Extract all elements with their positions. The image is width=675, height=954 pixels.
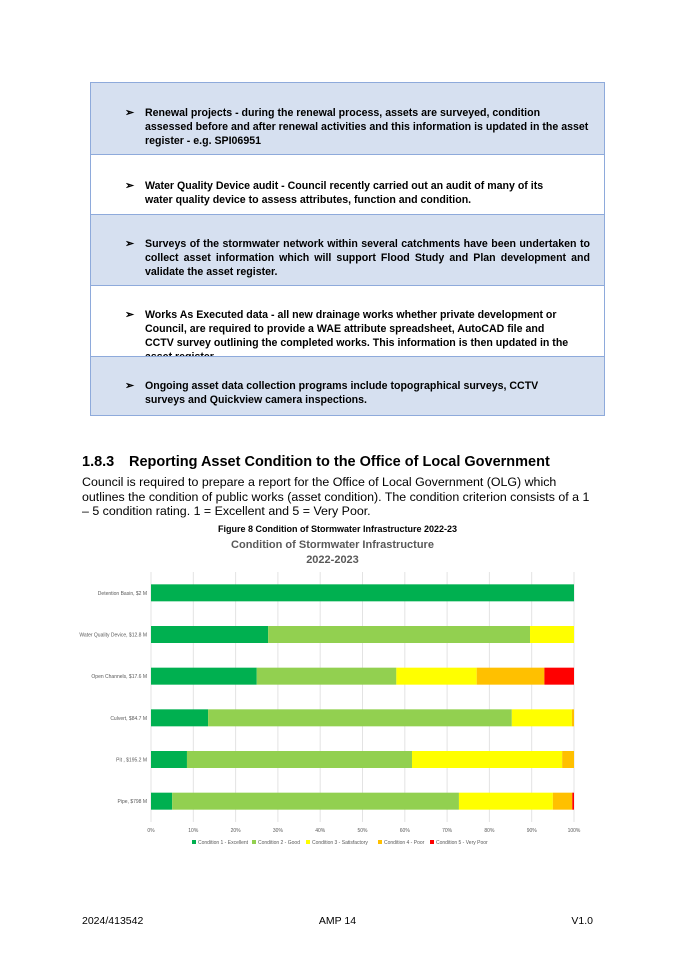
category-label: Open Channels, $17.6 M	[91, 674, 147, 680]
x-tick-label: 30%	[273, 828, 284, 834]
category-label: Water Quality Device, $12.8 M	[79, 633, 147, 639]
row-text: Renewal projects - during the renewal pr…	[145, 107, 589, 147]
bar-segment	[530, 626, 574, 643]
legend-swatch	[252, 840, 256, 844]
x-tick-label: 90%	[527, 828, 538, 834]
x-tick-label: 100%	[568, 828, 581, 834]
bar-segment	[151, 584, 574, 602]
x-tick-label: 60%	[400, 828, 411, 834]
arrow-bullet-icon: ➢	[125, 238, 135, 250]
legend-swatch	[378, 840, 382, 844]
bar-segment	[552, 792, 573, 810]
bar-segment	[268, 626, 531, 643]
row-text: Surveys of the stormwater network within…	[145, 238, 590, 278]
bar-segment	[562, 751, 574, 768]
bar-segment	[511, 709, 572, 727]
chart-subtitle: 2022-2023	[306, 554, 359, 566]
bar-segment	[544, 667, 574, 685]
arrow-bullet-icon: ➢	[125, 107, 135, 119]
section-heading: 1.8.3 Reporting Asset Condition to the Of…	[82, 454, 550, 470]
bar-segment	[396, 667, 477, 685]
bar-segment	[208, 709, 512, 727]
bar-segment	[151, 709, 209, 727]
arrow-bullet-icon: ➢	[125, 380, 135, 392]
bar-segment	[411, 751, 563, 768]
legend-swatch	[306, 840, 310, 844]
x-tick-label: 50%	[357, 828, 368, 834]
bar-segment	[151, 667, 257, 685]
table-row: ➢ Ongoing asset data collection programs…	[91, 356, 604, 415]
footer-doc-number: 2024/413542	[82, 915, 144, 927]
bar-segment	[572, 792, 574, 810]
bar-segment	[151, 751, 187, 768]
x-tick-label: 70%	[442, 828, 453, 834]
x-tick-label: 20%	[231, 828, 242, 834]
category-label: Culvert, $84.7 M	[110, 716, 147, 722]
legend-swatch	[192, 840, 196, 844]
legend-label: Condition 3 - Satisfactory	[312, 840, 368, 846]
row-text: Water Quality Device audit - Council rec…	[145, 180, 544, 206]
figure-caption: Figure 8 Condition of Stormwater Infrast…	[217, 524, 458, 534]
bar-segment	[172, 792, 459, 810]
category-label: Pipe, $798 M	[118, 799, 147, 805]
x-tick-label: 0%	[147, 828, 155, 834]
x-tick-label: 10%	[188, 828, 199, 834]
legend-label: Condition 2 - Good	[258, 840, 300, 846]
table-row: ➢ Surveys of the stormwater network with…	[91, 214, 604, 285]
x-tick-label: 80%	[484, 828, 495, 834]
chart-title: Condition of Stormwater Infrastructure	[231, 539, 434, 551]
arrow-bullet-icon: ➢	[125, 180, 135, 192]
condition-chart: 0% 10% 20% 30% 40% 50% 60% 70% 80% 90% 100% Detenti…	[79, 572, 581, 846]
table-row: ➢ Water Quality Device audit - Council r…	[91, 154, 604, 214]
legend-label: Condition 4 - Poor	[384, 840, 425, 846]
bar-segment	[256, 667, 397, 685]
category-label: Detention Basin, $2 M	[98, 591, 147, 597]
data-collection-table: ➢ Renewal projects - during the renewal …	[90, 82, 605, 416]
bar-segment	[571, 709, 574, 727]
table-row: ➢ Works As Executed data - all new drain…	[91, 285, 604, 363]
bar-segment	[151, 626, 269, 643]
bar-segment	[458, 792, 553, 810]
bar-segment	[476, 667, 545, 685]
bar-segment	[151, 792, 173, 810]
legend-label: Condition 5 - Very Poor	[436, 840, 488, 846]
footer-version: V1.0	[571, 915, 593, 927]
category-label: Pit , $195.2 M	[116, 758, 147, 764]
section-paragraph: Council is required to prepare a report …	[82, 475, 590, 518]
legend-swatch	[430, 840, 434, 844]
legend-label: Condition 1 - Excellent	[198, 840, 249, 846]
row-text: Ongoing asset data collection programs i…	[145, 380, 539, 406]
bar-segment	[186, 751, 412, 768]
table-row: ➢ Renewal projects - during the renewal …	[91, 83, 604, 154]
arrow-bullet-icon: ➢	[125, 309, 135, 321]
footer-page: AMP 14	[318, 915, 357, 927]
x-tick-label: 40%	[315, 828, 326, 834]
